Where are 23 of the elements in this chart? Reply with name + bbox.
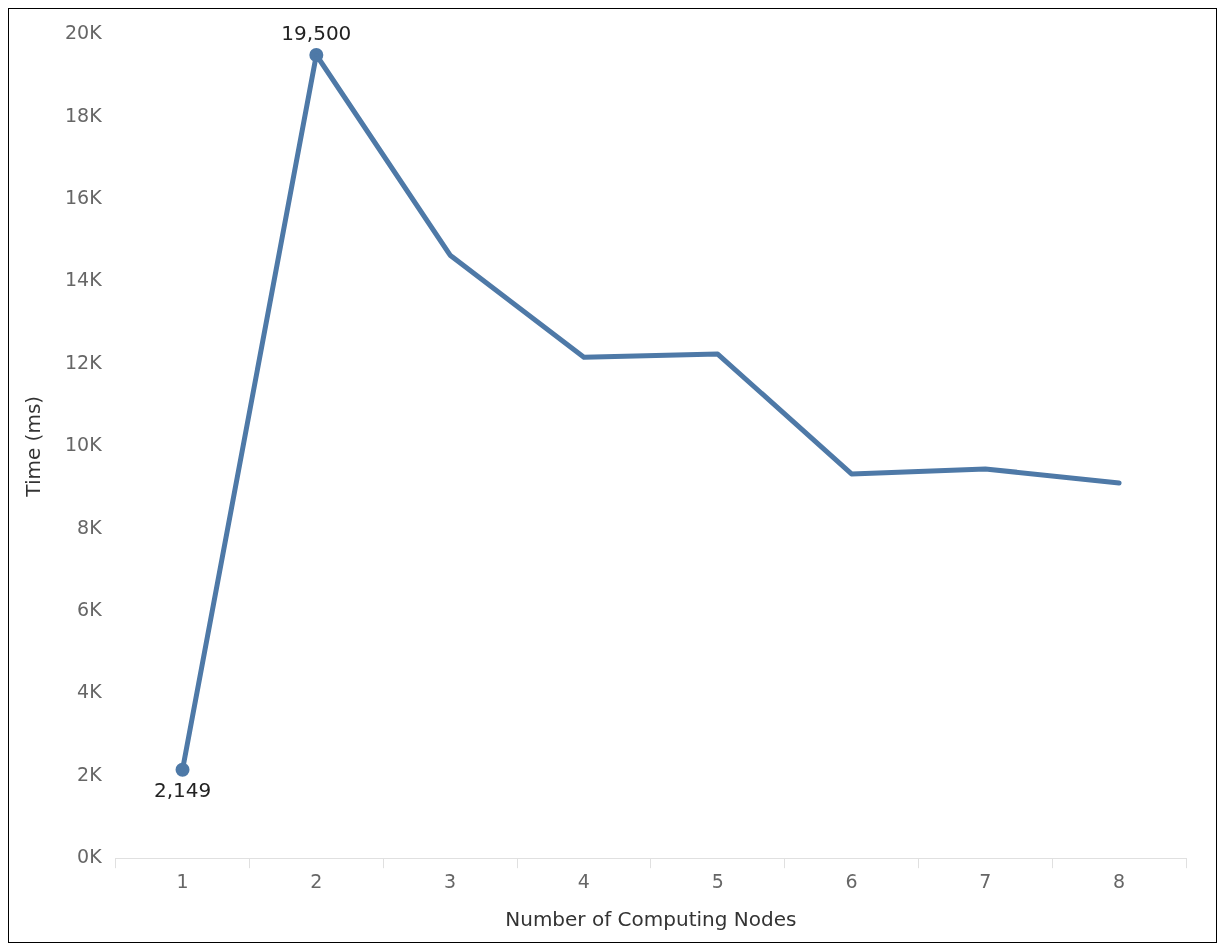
x-tick-label: 8 [1113,869,1126,892]
data-label: 19,500 [281,21,352,46]
y-tick-label: 18K [65,103,103,126]
y-tick-label: 14K [65,268,103,291]
y-tick-label: 12K [65,350,103,373]
y-tick-label: 0K [77,845,103,868]
y-tick-label: 4K [77,680,103,703]
y-tick-label: 2K [77,762,103,785]
x-tick-label: 7 [979,869,992,892]
y-tick-label: 16K [65,186,103,209]
x-tick-label: 5 [711,869,724,892]
y-axis-title: Time (ms) [21,395,46,498]
x-tick-label: 3 [444,869,457,892]
x-tick-label: 2 [310,869,323,892]
y-tick-label: 8K [77,515,103,538]
data-label: 2,149 [153,777,212,802]
y-tick-label: 10K [65,433,103,456]
x-axis-title: Number of Computing Nodes [505,907,797,932]
x-tick-label: 1 [176,869,189,892]
y-tick-label: 6K [77,598,103,620]
x-tick-label: 4 [577,869,590,892]
y-tick-label: 20K [65,21,103,44]
x-tick-label: 6 [845,869,858,892]
